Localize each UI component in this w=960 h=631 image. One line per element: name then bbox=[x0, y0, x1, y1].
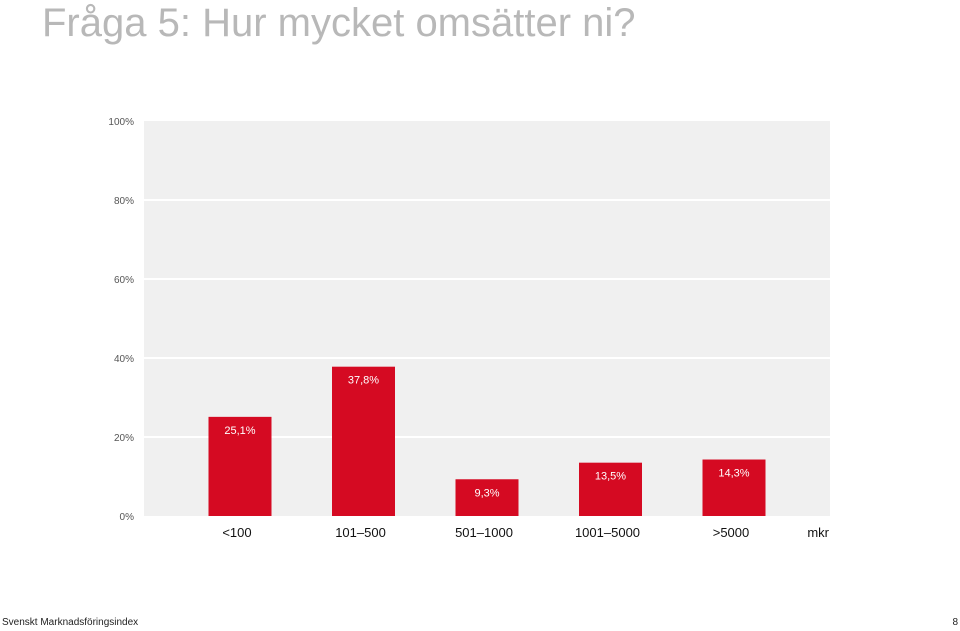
y-tick-label: 80% bbox=[114, 196, 134, 207]
y-tick-label: 40% bbox=[114, 354, 134, 365]
bar-value-label: 25,1% bbox=[224, 425, 255, 437]
bar-value-label: 14,3% bbox=[718, 468, 749, 480]
x-unit-label: mkr bbox=[807, 525, 829, 540]
bar bbox=[702, 459, 766, 516]
x-tick-label: 501–1000 bbox=[455, 525, 513, 540]
y-tick-label: 20% bbox=[114, 433, 134, 444]
bar bbox=[455, 479, 519, 516]
bar bbox=[332, 366, 395, 516]
bar bbox=[579, 462, 642, 516]
y-tick-label: 60% bbox=[114, 275, 134, 286]
bar bbox=[208, 416, 272, 516]
x-tick-label: 101–500 bbox=[335, 525, 386, 540]
bar-value-label: 13,5% bbox=[595, 471, 626, 483]
x-tick-label: 1001–5000 bbox=[575, 525, 640, 540]
y-tick-label: 0% bbox=[120, 512, 135, 523]
bar-value-label: 37,8% bbox=[348, 375, 379, 387]
x-tick-label: >5000 bbox=[713, 525, 750, 540]
bar-value-label: 9,3% bbox=[474, 487, 499, 499]
x-tick-label: <100 bbox=[222, 525, 251, 540]
footer-source: Svenskt Marknadsföringsindex bbox=[2, 617, 139, 628]
page-number: 8 bbox=[952, 617, 958, 628]
y-tick-label: 100% bbox=[108, 117, 134, 128]
page-title: Fråga 5: Hur mycket omsätter ni? bbox=[42, 1, 636, 45]
